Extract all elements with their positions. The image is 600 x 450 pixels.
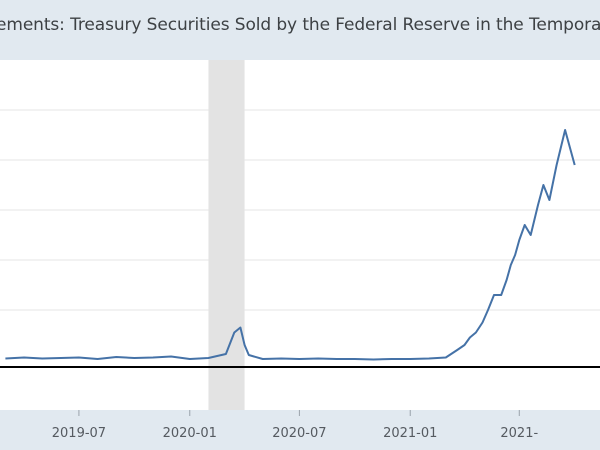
x-axis: 2019-07 2020-01 2020-07 2021-01 2021- [52,410,538,441]
gridlines [0,109,600,311]
chart-title: ements: Treasury Securities Sold by the … [0,15,600,35]
x-tick-label: 2021- [500,426,538,441]
x-tick-label: 2021-01 [383,426,437,441]
x-tick-label: 2020-01 [163,426,217,441]
title-bar: ements: Treasury Securities Sold by the … [0,0,600,58]
x-axis-band [0,410,600,450]
x-tick-label: 2020-07 [272,426,326,441]
x-tick-label: 2019-07 [52,426,106,441]
plot-area [0,60,600,410]
series-group [5,129,576,361]
series-line [5,129,576,361]
